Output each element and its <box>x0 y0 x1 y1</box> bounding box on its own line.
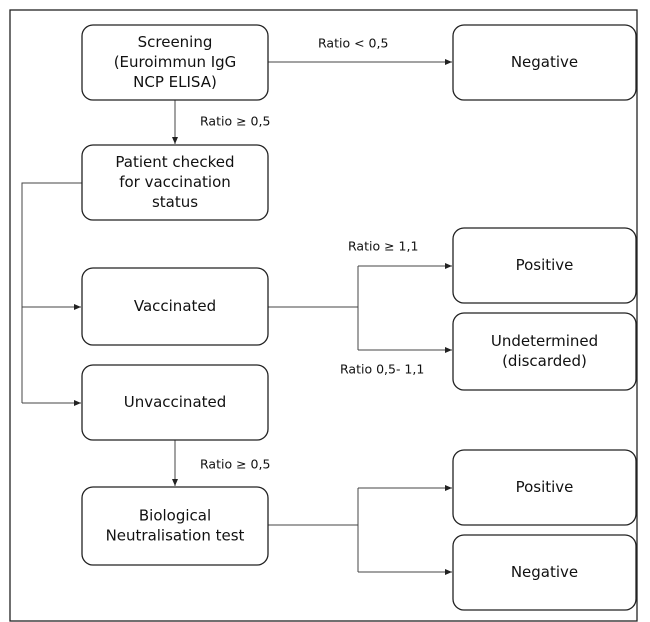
node-label: Patient checked <box>115 153 234 171</box>
connectors <box>21 59 452 575</box>
frame <box>9 9 638 622</box>
node-box <box>452 227 637 304</box>
node-label: for vaccination <box>119 173 231 191</box>
node-label: Vaccinated <box>134 297 216 315</box>
node-box <box>452 534 637 611</box>
node-box <box>81 24 269 101</box>
edge-label: Ratio ≥ 0,5 <box>200 114 270 129</box>
edge-label: Ratio ≥ 0,5 <box>200 457 270 472</box>
node-box <box>81 364 269 441</box>
node-label: (discarded) <box>502 352 587 370</box>
node-label: Negative <box>511 563 578 581</box>
node-label: status <box>152 193 198 211</box>
node-label: (Euroimmun IgG <box>114 53 237 71</box>
node-box <box>81 486 269 566</box>
node-box <box>452 24 637 101</box>
node-label: NCP ELISA) <box>133 73 217 91</box>
node-label: Positive <box>516 478 574 496</box>
node-label: Positive <box>516 256 574 274</box>
node-label: Screening <box>138 33 213 51</box>
node-label: Negative <box>511 53 578 71</box>
node-box <box>452 449 637 526</box>
node-label: Biological <box>139 507 211 525</box>
node-label: Undetermined <box>491 332 598 350</box>
node-label: Neutralisation test <box>106 527 245 545</box>
edge-label: Ratio < 0,5 <box>318 36 388 51</box>
node-box <box>81 267 269 346</box>
node-box <box>81 144 269 221</box>
edge-label: Ratio 0,5- 1,1 <box>340 362 424 377</box>
node-label: Unvaccinated <box>124 393 227 411</box>
node-box <box>452 312 637 391</box>
edge-label: Ratio ≥ 1,1 <box>348 239 418 254</box>
